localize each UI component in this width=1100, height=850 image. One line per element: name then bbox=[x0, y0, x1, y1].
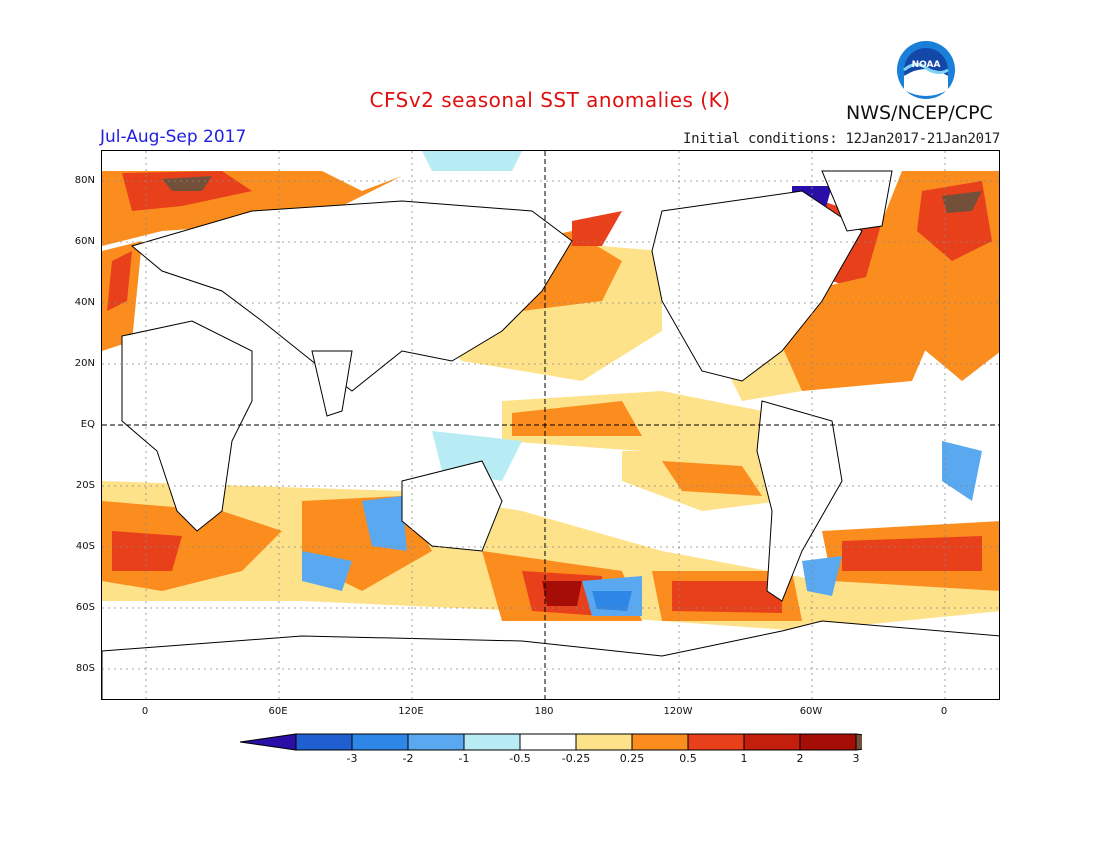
lon-label: 120E bbox=[398, 706, 424, 717]
colorbar-swatch bbox=[295, 733, 353, 751]
initial-conditions-label: Initial conditions: 12Jan2017-21Jan2017 bbox=[682, 131, 1000, 147]
colorbar-swatch bbox=[351, 733, 409, 751]
lon-label: 0 bbox=[940, 706, 948, 717]
colorbar-swatch bbox=[463, 733, 521, 751]
sst-anomaly-map bbox=[101, 150, 1000, 700]
reference-lines bbox=[102, 151, 999, 699]
colorbar-tick-label: 3 bbox=[852, 752, 860, 765]
chart-title: CFSv2 seasonal SST anomalies (K) bbox=[369, 88, 731, 112]
colorbar-max-triangle bbox=[855, 733, 862, 751]
colorbar-swatch bbox=[687, 733, 745, 751]
colorbar bbox=[240, 733, 862, 751]
agency-label: NWS/NCEP/CPC bbox=[846, 102, 993, 124]
lat-label: 80N bbox=[74, 175, 95, 186]
lon-label: 120W bbox=[663, 706, 693, 717]
lat-label: 40N bbox=[74, 297, 95, 308]
lat-label: 20N bbox=[74, 358, 95, 369]
map-grid bbox=[102, 151, 999, 699]
lon-label: 60W bbox=[799, 706, 823, 717]
colorbar-swatch bbox=[631, 733, 689, 751]
landmasses bbox=[102, 170, 999, 699]
colorbar-swatch bbox=[519, 733, 577, 751]
svg-text:NOAA: NOAA bbox=[912, 60, 941, 70]
noaa-logo: NOAA bbox=[897, 41, 955, 99]
colorbar-tick-label: -3 bbox=[346, 752, 358, 765]
colorbar-tick-label: -0.5 bbox=[509, 752, 531, 765]
colorbar-tick-label: 1 bbox=[740, 752, 748, 765]
colorbar-swatch bbox=[799, 733, 857, 751]
colorbar-tick-label: -2 bbox=[402, 752, 414, 765]
colorbar-tick-label: -0.25 bbox=[561, 752, 591, 765]
colorbar-tick-label: 0.5 bbox=[679, 752, 697, 765]
lon-label: 60E bbox=[268, 706, 288, 717]
lat-label: 20S bbox=[75, 480, 95, 491]
colorbar-swatch bbox=[575, 733, 633, 751]
lat-label: 80S bbox=[75, 663, 95, 674]
colorbar-swatch bbox=[743, 733, 801, 751]
lat-label: 60S bbox=[75, 602, 95, 613]
colorbar-swatch bbox=[407, 733, 465, 751]
lat-label: EQ bbox=[80, 419, 95, 430]
colorbar-tick-label: -1 bbox=[458, 752, 470, 765]
colorbar-tick-label: 0.25 bbox=[619, 752, 645, 765]
lon-label: 0 bbox=[141, 706, 149, 717]
colorbar-tick-label: 2 bbox=[796, 752, 804, 765]
lat-label: 40S bbox=[75, 541, 95, 552]
colorbar-min-triangle bbox=[240, 733, 297, 751]
lat-label: 60N bbox=[74, 236, 95, 247]
season-label: Jul-Aug-Sep 2017 bbox=[100, 127, 247, 147]
lon-label: 180 bbox=[534, 706, 554, 717]
